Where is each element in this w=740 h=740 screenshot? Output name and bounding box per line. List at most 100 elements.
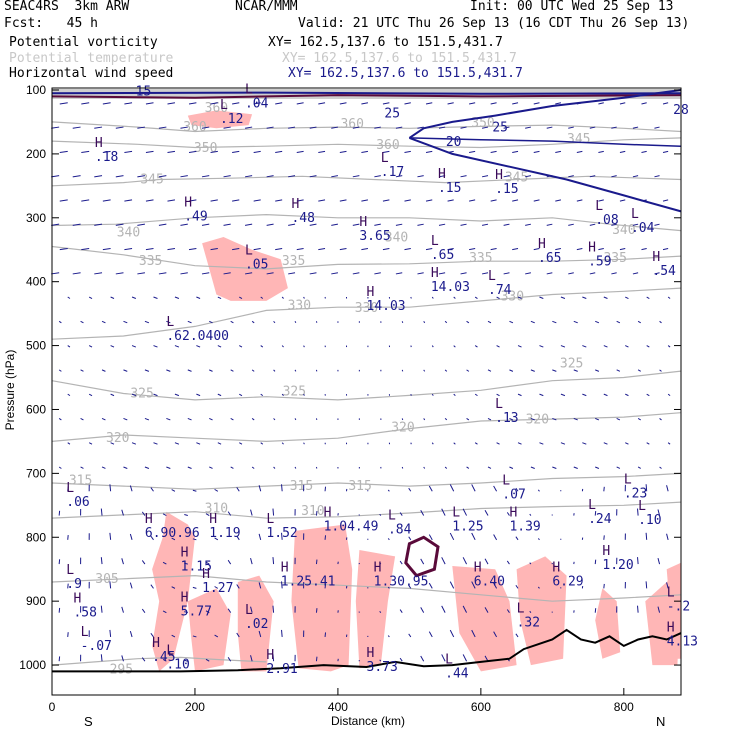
- extremum-value-25: .24: [588, 512, 612, 527]
- wind-vector-664: [141, 657, 146, 662]
- axes-layer: 100 200 300 400 500 600 700 800 900 1000 0 200 400 60…: [19, 83, 682, 714]
- wind-vector-289: [659, 320, 662, 324]
- extremum-type-36: H: [281, 560, 289, 575]
- wind-vector-158: [331, 223, 338, 226]
- wind-vector-282: [509, 320, 514, 324]
- wind-vector-665: [162, 659, 167, 662]
- theta-label-315-0: 315: [69, 473, 92, 488]
- wind-vector-637: [657, 606, 661, 613]
- wind-vector-366: [453, 393, 456, 397]
- wind-vector-122: [188, 199, 197, 202]
- theta-label-340-0: 340: [117, 225, 140, 240]
- wind-vector-97: [266, 175, 274, 178]
- wind-vector-307: [431, 345, 434, 348]
- theta-label-320-2: 320: [526, 413, 549, 428]
- wind-vector-206: [115, 272, 124, 275]
- pv-blob-4: [237, 575, 274, 672]
- extremum-value-12: .65: [538, 251, 561, 266]
- theta-contour-325: [51, 370, 682, 401]
- wind-vector-347: [659, 369, 662, 372]
- wind-vector-502: [250, 509, 253, 516]
- wind-vector-602: [537, 586, 540, 589]
- extremum-value-23: .23: [624, 486, 647, 501]
- wind-vector-589: [258, 582, 262, 589]
- wind-vector-625: [399, 609, 403, 613]
- wind-vector-84: [619, 150, 626, 154]
- extremum-type-4: H: [184, 196, 192, 211]
- wind-vector-497: [141, 511, 146, 516]
- wind-vector-474: [281, 484, 283, 492]
- wind-vector-243: [303, 296, 305, 299]
- wind-vector-628: [462, 605, 468, 613]
- wind-vector-429: [560, 442, 566, 445]
- extremum-type-2: H: [95, 136, 103, 151]
- wind-vector-380: [123, 417, 128, 421]
- wind-vector-301: [303, 345, 305, 348]
- wind-vector-384: [209, 417, 213, 421]
- wind-vector-393: [401, 418, 404, 421]
- wind-vector-341: [530, 369, 535, 372]
- wind-vector-250: [453, 296, 456, 299]
- wind-vector-169: [568, 223, 574, 226]
- wind-vector-38: [245, 126, 253, 129]
- wind-vector-232: [67, 296, 71, 299]
- wind-vector-509: [399, 512, 403, 516]
- wind-vector-248: [410, 296, 412, 299]
- extremum-value-48: .10: [166, 657, 189, 672]
- wind-vector-359: [303, 393, 305, 396]
- wind-vector-124: [232, 199, 240, 202]
- wind-vector-413: [217, 442, 222, 445]
- wind-vector-557: [184, 562, 188, 565]
- wind-vector-372: [582, 393, 587, 397]
- wind-vector-617: [227, 608, 232, 613]
- wind-vector-295: [174, 345, 180, 348]
- wind-vector-411: [174, 442, 180, 445]
- wind-vector-223: [481, 272, 489, 275]
- wind-vector-117: [81, 199, 90, 202]
- wind-vector-183: [253, 247, 261, 251]
- wind-vector-19: [469, 102, 476, 105]
- wind-vector-424: [453, 442, 456, 445]
- wind-vector-499: [184, 514, 188, 517]
- wind-vector-566: [379, 562, 382, 565]
- wind-vector-146: [72, 223, 81, 226]
- extremum-value-17: 14.03: [431, 280, 470, 295]
- wind-vector-107: [481, 175, 489, 178]
- wind-vector-369: [517, 393, 522, 397]
- extremum-value-29: 1.04.49: [324, 519, 379, 534]
- wind-vector-139: [555, 199, 562, 202]
- theta-label-335-3: 335: [603, 251, 626, 266]
- wind-vector-568: [420, 558, 425, 565]
- wind-vector-266: [166, 320, 171, 324]
- extremum-value-2: .18: [95, 150, 118, 165]
- wind-vector-225: [525, 272, 532, 275]
- wind-vector-325: [187, 369, 192, 372]
- pv-blob-7: [452, 566, 517, 672]
- extremum-value-19: .62.0400: [166, 329, 229, 344]
- wind-vector-65: [210, 150, 218, 154]
- wind-vector-318: [667, 345, 671, 348]
- wind-vector-470: [192, 489, 197, 492]
- wind-vector-615: [184, 611, 188, 614]
- wind-vector-178: [145, 247, 154, 251]
- wind-vector-595: [387, 586, 390, 589]
- wind-vector-68: [275, 150, 283, 154]
- wind-vector-82: [576, 150, 583, 154]
- wind-vector-658: [493, 631, 498, 638]
- wind-vector-41: [309, 126, 317, 129]
- extremum-value-28: 1.52: [266, 526, 297, 541]
- wind-vector-80: [533, 150, 540, 154]
- wind-vector-63: [167, 150, 176, 154]
- wind-vector-365: [431, 393, 434, 396]
- wind-vector-189: [382, 247, 390, 251]
- wind-vector-171: [611, 223, 617, 226]
- wind-vector-503: [272, 508, 275, 516]
- theta-contour-315: [51, 472, 682, 490]
- wind-vector-235: [131, 296, 137, 299]
- y-tick-label-1000: 1000: [19, 658, 46, 672]
- wind-vector-43: [352, 126, 360, 129]
- speed-label-15-0: 15: [136, 85, 152, 100]
- wind-vector-269: [230, 320, 234, 324]
- x-end-right: N: [656, 714, 665, 729]
